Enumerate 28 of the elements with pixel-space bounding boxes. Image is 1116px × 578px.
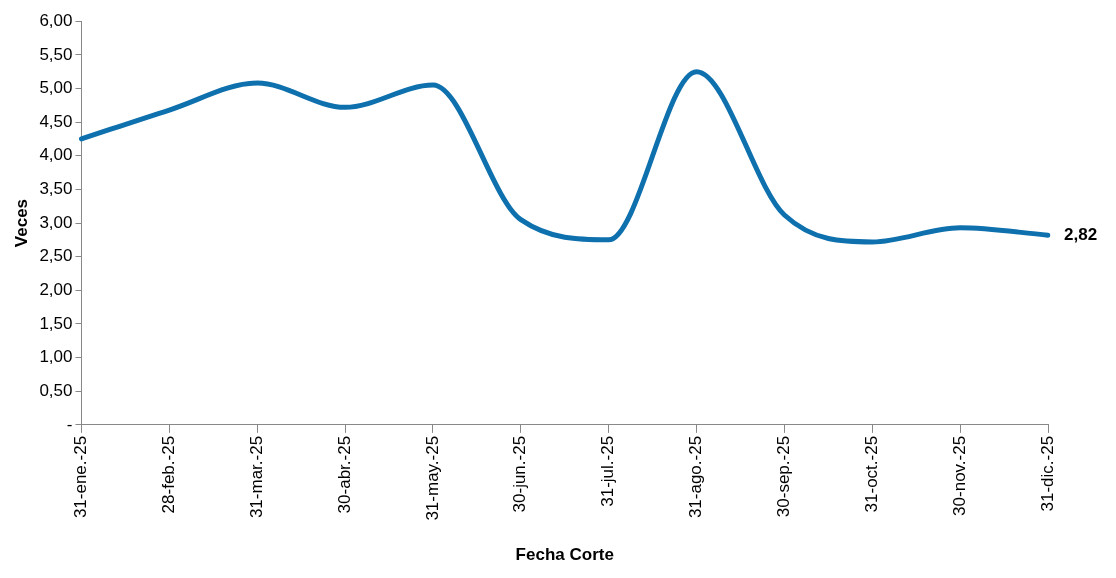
x-tick-label: 30-abr.-25 — [334, 435, 354, 514]
y-tick-label: 0,50 — [39, 380, 73, 400]
y-tick-label: 4,00 — [39, 145, 73, 165]
x-axis-title: Fecha Corte — [515, 545, 614, 565]
y-tick-label: 1,00 — [39, 347, 73, 367]
x-tick-label: 31-jul.-25 — [598, 435, 618, 507]
y-tick-label: 3,50 — [39, 179, 73, 199]
y-tick-label: 1,50 — [39, 313, 73, 333]
y-tick-label: 2,50 — [39, 246, 73, 266]
x-tick-label: 31-ago.-25 — [686, 435, 706, 519]
x-tick-label: 31-ene.-25 — [71, 435, 91, 519]
x-tick-label: 30-sep.-25 — [774, 435, 794, 518]
y-tick-label: 4,50 — [39, 111, 73, 131]
y-tick-label: 6,00 — [39, 10, 73, 30]
x-tick-label: 31-mar.-25 — [246, 435, 266, 519]
data-label: 2,82 — [1064, 224, 1098, 244]
x-tick-label: 28-feb.-25 — [159, 435, 179, 514]
x-tick-label: 30-jun.-25 — [510, 435, 530, 513]
x-tick-label: 31-oct.-25 — [861, 435, 881, 513]
x-tick-label: 31-may.-25 — [422, 435, 442, 521]
y-tick-label: 5,50 — [39, 44, 73, 64]
y-tick-label: - — [66, 414, 73, 434]
x-tick-label: 30-nov.-25 — [949, 435, 969, 516]
y-axis-title: Veces — [11, 198, 31, 248]
y-tick-label: 5,00 — [39, 78, 73, 98]
x-tick-label: 31-dic.-25 — [1037, 435, 1057, 512]
y-tick-label: 3,00 — [39, 212, 73, 232]
y-tick-label: 2,00 — [39, 280, 73, 300]
